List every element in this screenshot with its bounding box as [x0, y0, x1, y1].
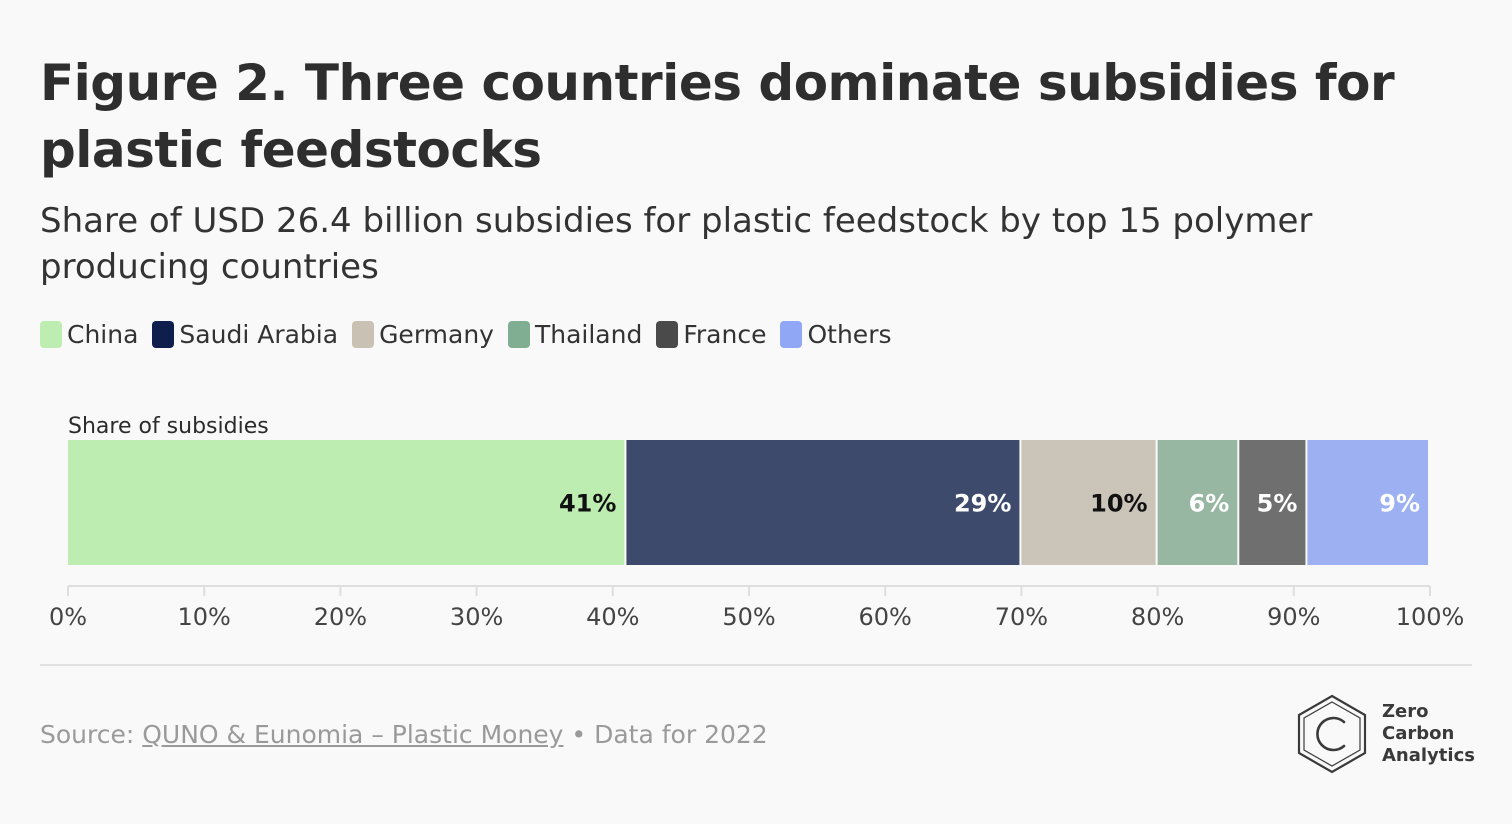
bar-segment: [626, 440, 1020, 565]
category-label: Share of subsidies: [68, 414, 269, 439]
legend-item: France: [656, 320, 766, 349]
legend-swatch: [152, 321, 175, 348]
legend-swatch: [352, 321, 375, 348]
legend-item: Others: [780, 320, 892, 349]
x-tick-label: 30%: [450, 603, 503, 631]
source-prefix: Source:: [40, 720, 143, 749]
legend-label: Others: [807, 320, 892, 349]
legend-item: China: [40, 320, 138, 349]
bar-segment: [1239, 440, 1306, 565]
x-tick-label: 50%: [722, 603, 775, 631]
bar-segment: [1307, 440, 1428, 565]
data-label: 9%: [1379, 490, 1420, 518]
source-link[interactable]: QUNO & Eunomia – Plastic Money: [142, 720, 564, 749]
x-tick-label: 0%: [49, 603, 87, 631]
x-tick-label: 60%: [859, 603, 912, 631]
data-label: 41%: [559, 490, 616, 518]
legend-item: Saudi Arabia: [152, 320, 338, 349]
legend-label: Germany: [379, 320, 494, 349]
footer-divider: [40, 664, 1472, 666]
legend-item: Thailand: [507, 320, 643, 349]
x-tick-label: 100%: [1396, 603, 1465, 631]
chart-title: Figure 2. Three countries dominate subsi…: [40, 54, 1395, 179]
legend: China Saudi Arabia Germany Thailand France Ot…: [40, 320, 906, 349]
hexagon-c-icon: [1297, 694, 1367, 774]
legend-swatch: [40, 321, 62, 348]
legend-swatch: [780, 321, 803, 348]
data-label: 29%: [954, 490, 1011, 518]
x-tick-label: 20%: [314, 603, 367, 631]
legend-label: Saudi Arabia: [179, 320, 339, 349]
legend-item: Germany: [352, 320, 494, 349]
data-label: 6%: [1189, 490, 1230, 518]
logo-line-3: Analytics: [1382, 745, 1475, 766]
x-tick-label: 80%: [1131, 603, 1184, 631]
source-suffix: • Data for 2022: [563, 720, 768, 749]
zero-carbon-analytics-logo: Zero Carbon Analytics: [1296, 694, 1475, 774]
x-tick-label: 10%: [178, 603, 231, 631]
bar-segment: [1157, 440, 1238, 565]
bar-segment: [1021, 440, 1156, 565]
legend-label: France: [683, 320, 767, 349]
legend-label: Thailand: [534, 320, 643, 349]
legend-swatch: [656, 321, 679, 348]
logo-line-1: Zero: [1382, 701, 1429, 722]
legend-swatch: [507, 321, 530, 348]
chart-subtitle: Share of USD 26.4 billion subsidies for …: [40, 201, 1313, 287]
x-tick-label: 90%: [1267, 603, 1320, 631]
data-label: 10%: [1090, 490, 1147, 518]
x-tick-label: 40%: [586, 603, 639, 631]
source-note: Source: QUNO & Eunomia – Plastic Money •…: [40, 720, 768, 749]
logo-line-2: Carbon: [1382, 723, 1455, 744]
legend-label: China: [67, 320, 139, 349]
bar-segment: [68, 440, 625, 565]
x-tick-label: 70%: [995, 603, 1048, 631]
stacked-bar-chart: Share of subsidies 41% 29% 10% 6% 5% 9% 0% 10%…: [49, 414, 1465, 631]
data-label: 5%: [1257, 490, 1298, 518]
